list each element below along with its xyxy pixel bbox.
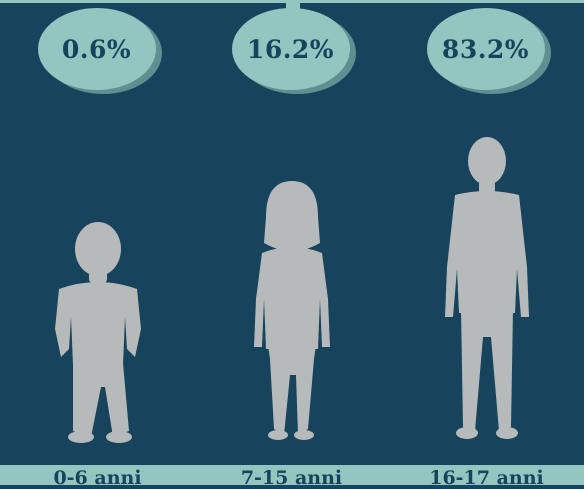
girl-silhouette-icon — [246, 179, 338, 443]
category-label-bar — [194, 465, 389, 485]
value-label: 0.6% — [37, 8, 156, 90]
toddler-silhouette-icon — [43, 217, 153, 443]
age-group-column: 16.2% 7-15 anni — [194, 0, 389, 489]
category-label-bar — [0, 465, 195, 485]
value-label: 83.2% — [426, 8, 545, 90]
teen-silhouette-icon — [437, 137, 537, 443]
age-group-column: 0.6% 0-6 anni — [0, 0, 195, 489]
value-label: 16.2% — [231, 8, 350, 90]
age-group-column: 83.2% 16-17 anni — [389, 0, 584, 489]
category-label: 0-6 anni — [53, 467, 142, 489]
category-label: 7-15 anni — [240, 467, 343, 489]
category-label-bar — [389, 465, 584, 485]
category-label: 16-17 anni — [429, 467, 544, 489]
